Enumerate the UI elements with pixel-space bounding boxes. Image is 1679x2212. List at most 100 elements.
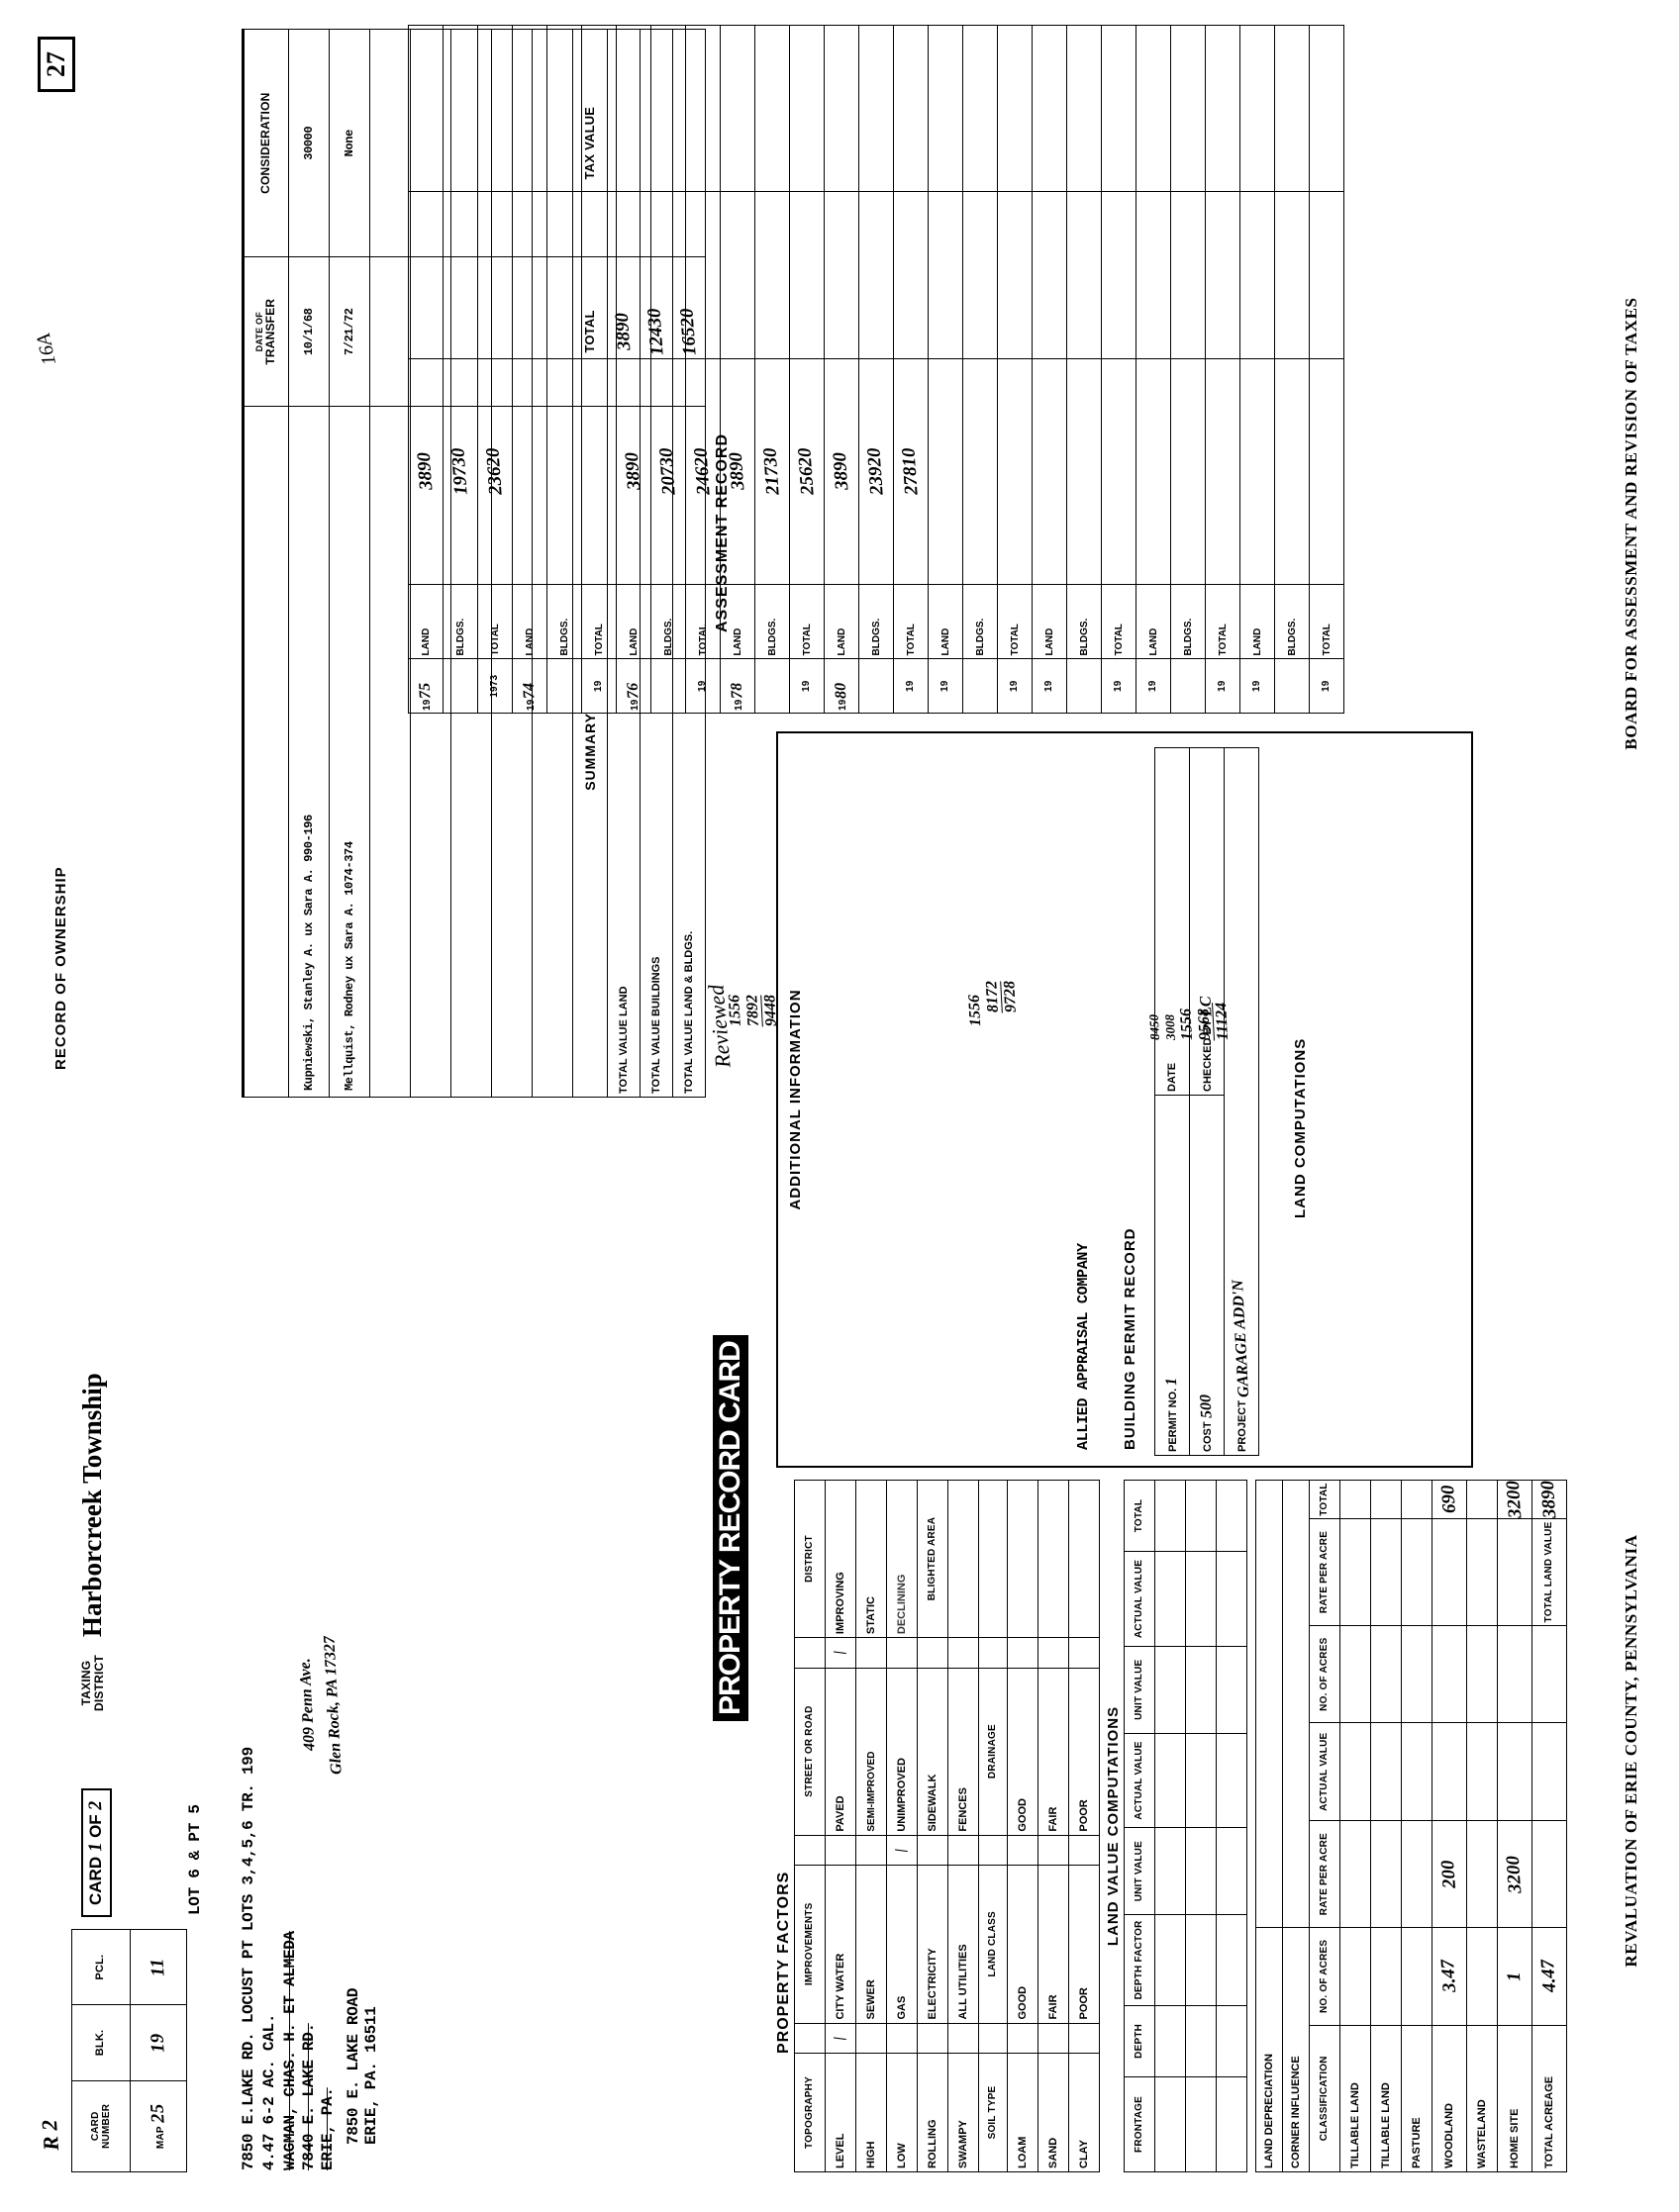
factors-group-improvements: IMPROVEMENTS (804, 1902, 816, 1985)
assess-row-land-7: LAND (1147, 627, 1159, 655)
factors-row: SWAMPY ALL UTILITIES FENCES (947, 1480, 979, 2171)
assess-row-land-8: LAND (1251, 627, 1263, 655)
hand-note-1556-a: 1556 (726, 994, 744, 1026)
banner-title: PROPERTY RECORD CARD (713, 1334, 748, 1721)
assessment-block: 19 TOTAL 24620 (685, 25, 721, 713)
land-computations-title: LAND COMPUTATIONS (1292, 1037, 1309, 1218)
factor-improving: IMPROVING (835, 1571, 847, 1634)
assess-row-total-1: TOTAL (593, 623, 605, 655)
factor-paved: PAVED (835, 1794, 847, 1832)
classification-row: WOODLAND 3.47 200 690 (1432, 1480, 1467, 2171)
building-permit-table: PERMIT NO. 1 DATE COST 500 CHECKED BY LC (1154, 747, 1259, 1456)
taxing-district-label: TAXING DISTRICT (79, 1654, 106, 1711)
assess-row-total-3: TOTAL (801, 623, 813, 655)
assess-row-total-2: TOTAL (697, 623, 709, 655)
permit-row: COST 500 CHECKED BY LC (1189, 747, 1225, 1455)
factors-group-district: DISTRICT (804, 1534, 816, 1583)
assess-row-bldgs-7: BLDGS. (1182, 618, 1194, 655)
assessment-year-label-6: 19 (1112, 679, 1124, 692)
assessment-block: 19 TOTAL (1205, 25, 1240, 713)
owner-consideration-1: None (343, 129, 356, 156)
assessment-block: 19 LAND (1032, 25, 1067, 713)
assessment-block: BLDGS. (1274, 25, 1310, 713)
soil-sand: SAND (1047, 2137, 1060, 2168)
factors-group-topography: TOPOGRAPHY (804, 2075, 816, 2149)
ownership-row: Mellquist, Rodney ux Sara A. 1074-374 7/… (329, 29, 370, 1097)
factors-row: LEVEL / CITY WATER PAVED / IMPROVING (825, 1480, 856, 2171)
legal-line1: 7850 E.LAKE RD. LOCUST PT LOTS 3,4,5,6 T… (240, 1746, 257, 2170)
cls-col-acres-2: NO. OF ACRES (1318, 1637, 1330, 1711)
lvc-col-frontage: FRONTAGE (1133, 2095, 1144, 2153)
assess-row-total-8: TOTAL (1321, 623, 1333, 655)
hand-note-9448: 9448 (761, 994, 780, 1026)
assess-row-total-0: TOTAL (489, 623, 501, 655)
lvc-col-actual-value-1: ACTUAL VALUE (1133, 1740, 1144, 1820)
assess-row-total-7: TOTAL (1217, 623, 1229, 655)
appraisal-hand-notes: 1556 7892 9448 (726, 994, 780, 1026)
assessment-year-label-3: 19 (800, 679, 812, 692)
legal-line4-struck: 7840 E. LAKE RD. (300, 2022, 318, 2170)
assess-land-4: 3890 (829, 451, 853, 491)
check-level: / (830, 2033, 851, 2042)
assessment-year-6: 19 (1042, 679, 1054, 692)
card-of-box: CARD 1 OF 2 (81, 1787, 112, 1917)
assessment-year-label-7: 19 (1216, 679, 1228, 692)
assess-row-total-6: TOTAL (1113, 623, 1125, 655)
factors-header-row: TOPOGRAPHY IMPROVEMENTS STREET OR ROAD D… (794, 1480, 826, 2171)
factor-static: STATIC (865, 1595, 878, 1634)
assess-total-4: 27810 (898, 446, 923, 496)
assessment-year-label-8: 19 (1320, 679, 1332, 692)
summary-label-1: TOTAL VALUE BUILDINGS (650, 955, 662, 1094)
owner-address-line1: 7850 E. LAKE ROAD (345, 1987, 362, 2145)
footer-left: REVALUATION OF ERIE COUNTY, PENNSYLVANIA (1622, 1533, 1640, 1968)
permit-cost-value: 500 (1197, 1394, 1216, 1419)
factors-row: ROLLING ELECTRICITY SIDEWALK BLIGHTED AR… (917, 1480, 948, 2171)
ownership-section-title: RECORD OF OWNERSHIP (52, 865, 69, 1070)
cls-label-1: TILLABLE LAND (1379, 2081, 1392, 2168)
ownership-row: Kupniewski, Stanley A. ux Sara A. 990-19… (288, 29, 330, 1097)
factor-level: LEVEL (835, 2133, 847, 2168)
ownership-header-row: DATE OF TRANSFER CONSIDERATION (243, 29, 289, 1097)
assess-row-total-4: TOTAL (905, 623, 917, 655)
assess-row-land-3: LAND (732, 627, 743, 655)
assessment-year-1: 19 (525, 698, 537, 711)
property-factors-table: TOPOGRAPHY IMPROVEMENTS STREET OR ROAD D… (794, 1480, 1100, 2172)
assessment-block: 19 TOTAL (1309, 25, 1344, 713)
cls-label-3: WOODLAND (1442, 2102, 1455, 2168)
hand-mark-r2: R 2 (36, 2118, 64, 2152)
ownership-col-date-2: TRANSFER (263, 298, 278, 365)
permit-project-label: PROJECT (1236, 1399, 1248, 1452)
factor-fences: FENCES (957, 1786, 970, 1832)
factors-row: LOW GAS / UNIMPROVED DECLINING (886, 1480, 918, 2171)
owner-consideration-0: 30000 (302, 126, 316, 160)
cls-acres-5: 1 (1503, 1970, 1525, 1981)
permit-no-value: 1 (1162, 1376, 1181, 1386)
cls-col-total: TOTAL (1318, 1482, 1330, 1516)
cls-label-5: HOME SITE (1508, 2107, 1521, 2168)
lvc-row (1216, 1480, 1247, 2171)
factor-all-utilities: ALL UTILITIES (957, 1943, 970, 2020)
cls-label-6: TOTAL ACREAGE (1542, 2075, 1555, 2168)
card-id-table: CARD NUMBER BLK. PCL. MAP 25 19 11 (71, 1929, 187, 2172)
assess-row-bldgs-8: BLDGS. (1286, 618, 1298, 655)
cls-col-rate-2: RATE PER ACRE (1318, 1530, 1330, 1613)
assessment-year-8: 19 (1250, 679, 1262, 692)
total-land-value-label: TOTAL LAND VALUE (1542, 1521, 1554, 1622)
page-badge: 27 (38, 36, 75, 92)
assessment-block: 19 TOTAL (1101, 25, 1136, 713)
assessment-block: 19 LAND (1136, 25, 1171, 713)
legal-description: 7850 E.LAKE RD. LOCUST PT LOTS 3,4,5,6 T… (186, 1111, 380, 2170)
summary-label-0: TOTAL VALUE LAND (618, 985, 630, 1094)
summary-title: SUMMARY (581, 712, 598, 791)
assess-bldgs-4: 23920 (863, 446, 888, 496)
cls-total-5: 3200 (1502, 1479, 1526, 1519)
factors-subheader-row: SOIL TYPE LAND CLASS DRAINAGE (978, 1480, 1008, 2171)
lvc-col-depth-factor: DEPTH FACTOR (1133, 1919, 1144, 1999)
property-factors-title: PROPERTY FACTORS (775, 1871, 792, 2054)
assess-bldgs-3: 21730 (759, 446, 784, 496)
classification-row: WASTELAND (1466, 1480, 1498, 2171)
assessment-year-4: 19 (837, 698, 848, 711)
check-unimproved: / (891, 1846, 913, 1854)
assess-total-3: 25620 (794, 446, 819, 496)
summary-label-2: TOTAL VALUE LAND & BLDGS. (683, 930, 695, 1094)
